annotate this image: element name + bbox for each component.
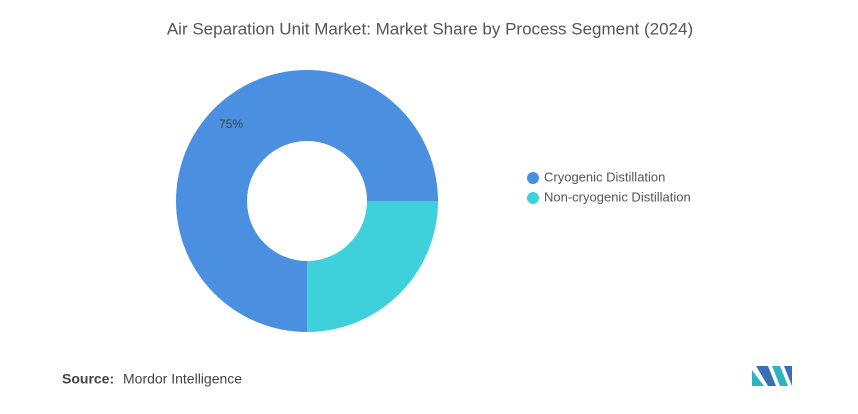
legend-label: Cryogenic Distillation — [544, 169, 665, 184]
donut-segment — [307, 201, 438, 332]
donut-segment — [176, 70, 438, 332]
legend-label: Non-cryogenic Distillation — [544, 189, 691, 204]
donut: 75% — [176, 70, 438, 332]
data-label: 75% — [219, 117, 243, 131]
source: Mordor Intelligence — [123, 371, 242, 387]
logo — [752, 366, 792, 386]
legend: Cryogenic Distillation Non-cryogenic Dist… — [527, 169, 691, 204]
source-label: Source: — [62, 371, 114, 387]
legend-swatch — [527, 172, 539, 184]
legend-swatch — [527, 192, 539, 204]
chart-title: Air Separation Unit Market: Market Share… — [167, 19, 693, 38]
